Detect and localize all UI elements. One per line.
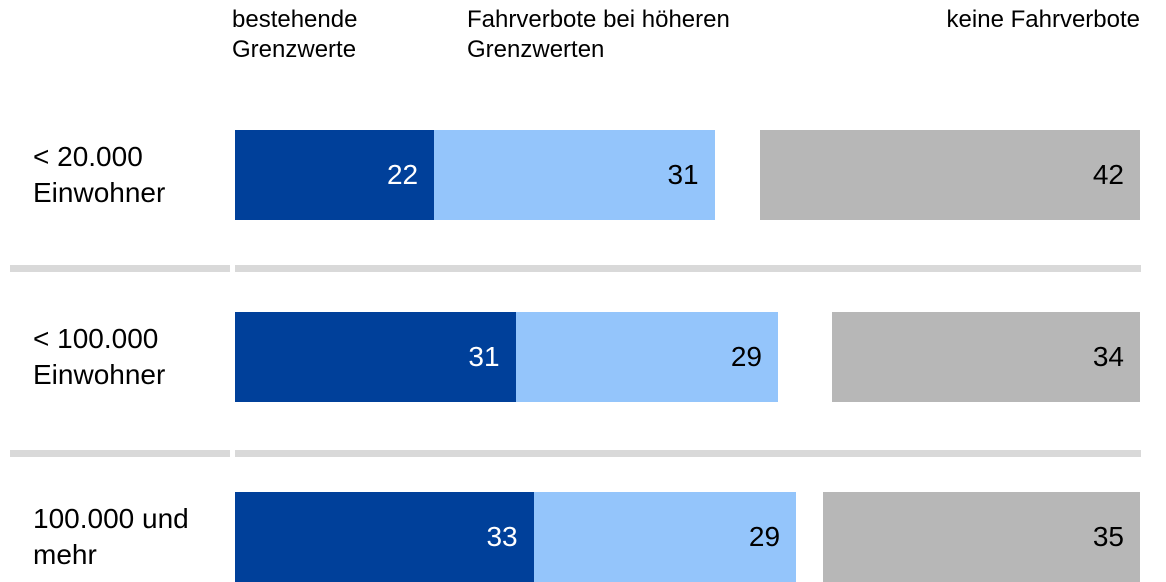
bar: 22 xyxy=(235,130,435,220)
category-label: < 100.000 Einwohner xyxy=(33,323,166,390)
bar: 31 xyxy=(235,312,516,402)
separator xyxy=(235,450,1141,457)
value-label: 34 xyxy=(1092,341,1124,372)
value-label: 29 xyxy=(730,341,762,372)
value-label: 22 xyxy=(386,159,419,190)
bar: 31 xyxy=(434,130,715,220)
separator xyxy=(235,265,1141,272)
value-label: 31 xyxy=(667,159,699,190)
bar: 29 xyxy=(533,492,797,582)
bar: 29 xyxy=(515,312,778,402)
separator xyxy=(10,450,230,457)
value-label: 33 xyxy=(486,521,518,552)
legend-label: keine Fahrverbote xyxy=(946,6,1140,33)
legend-label: bestehende Grenzwerte xyxy=(232,6,358,63)
bar: 42 xyxy=(759,130,1140,220)
bar: 34 xyxy=(832,312,1140,402)
value-label: 29 xyxy=(748,521,781,552)
category-label: 100.000 und mehr xyxy=(33,503,189,570)
legend-label: Fahrverbote bei höheren Grenzwerten xyxy=(467,6,730,63)
category-label: < 20.000 Einwohner xyxy=(33,141,166,208)
bar: 33 xyxy=(235,492,534,582)
bar: 35 xyxy=(823,492,1140,582)
value-label: 35 xyxy=(1092,521,1124,552)
value-label: 42 xyxy=(1092,159,1124,190)
value-label: 31 xyxy=(468,341,500,372)
separator xyxy=(10,265,230,272)
